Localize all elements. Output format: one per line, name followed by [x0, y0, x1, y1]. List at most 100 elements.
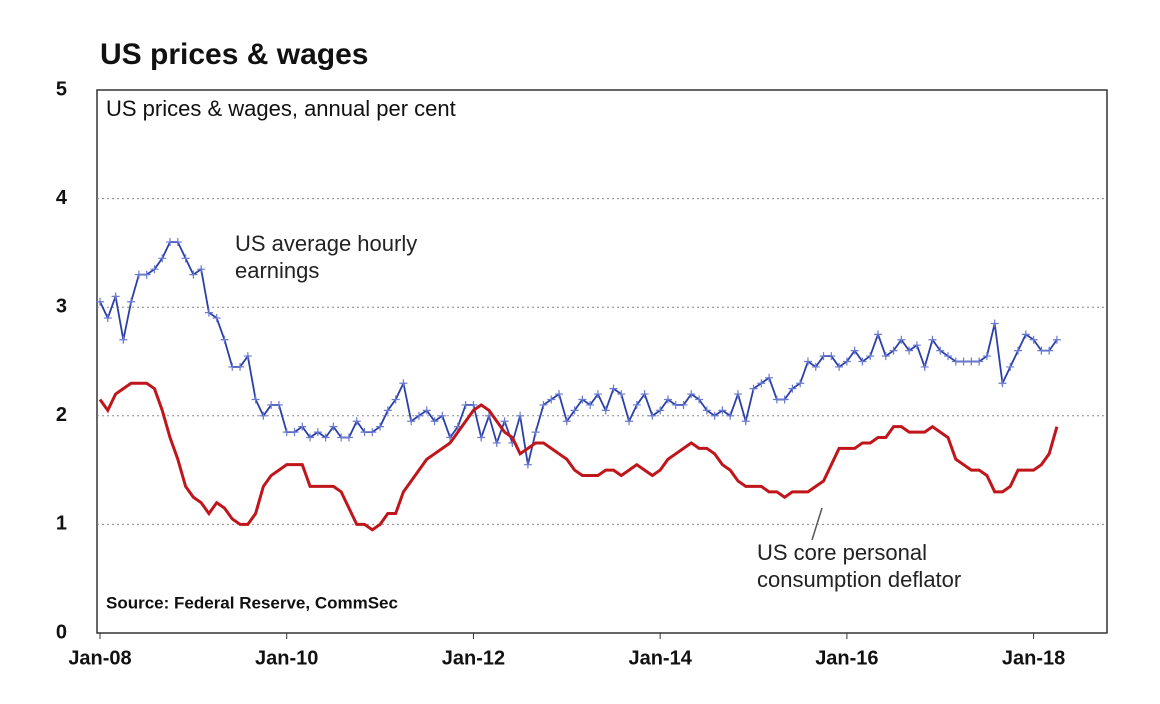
point-marker: [298, 422, 307, 431]
point-marker: [477, 433, 486, 442]
point-marker: [204, 308, 213, 317]
point-marker: [975, 357, 984, 366]
x-tick-label: Jan-10: [255, 647, 318, 669]
point-marker: [819, 352, 828, 361]
point-marker: [360, 428, 369, 437]
point-marker: [990, 319, 999, 328]
point-marker: [492, 438, 501, 447]
x-tick-label: Jan-08: [68, 647, 131, 669]
point-marker: [111, 292, 120, 301]
point-marker: [765, 373, 774, 382]
point-marker: [119, 335, 128, 344]
point-marker: [290, 428, 299, 437]
point-marker: [313, 428, 322, 437]
point-marker: [438, 411, 447, 420]
point-marker: [142, 270, 151, 279]
point-marker: [858, 357, 867, 366]
point-marker: [337, 433, 346, 442]
point-marker: [166, 238, 175, 247]
point-marker: [617, 390, 626, 399]
x-tick-label: Jan-18: [1002, 647, 1065, 669]
point-marker: [103, 314, 112, 323]
point-marker: [352, 417, 361, 426]
y-tick-label: 5: [56, 78, 67, 100]
point-marker: [158, 254, 167, 263]
point-marker: [881, 352, 890, 361]
point-marker: [282, 428, 291, 437]
chart-title: US prices & wages: [100, 38, 368, 71]
point-marker: [710, 411, 719, 420]
point-marker: [702, 406, 711, 415]
point-marker: [959, 357, 968, 366]
point-marker: [928, 335, 937, 344]
point-marker: [874, 330, 882, 339]
point-marker: [967, 357, 976, 366]
point-marker: [383, 406, 392, 415]
point-marker: [733, 390, 742, 399]
point-marker: [391, 395, 400, 404]
point-marker: [539, 400, 548, 409]
point-marker: [609, 384, 618, 393]
point-marker: [399, 379, 408, 388]
point-marker: [593, 390, 602, 399]
point-marker: [329, 422, 338, 431]
series-line: [98, 381, 1059, 532]
point-marker: [586, 400, 595, 409]
point-marker: [259, 411, 268, 420]
point-marker: [718, 406, 727, 415]
point-marker: [212, 314, 221, 323]
point-marker: [741, 417, 750, 426]
point-marker: [749, 384, 758, 393]
point-marker: [889, 346, 898, 355]
point-marker: [1014, 346, 1023, 355]
x-tick-label: Jan-16: [815, 647, 878, 669]
point-marker: [531, 428, 540, 437]
point-marker: [1006, 362, 1015, 371]
point-marker: [562, 417, 571, 426]
point-marker: [648, 411, 657, 420]
point-marker: [578, 395, 587, 404]
point-marker: [469, 400, 478, 409]
x-tick-label: Jan-14: [628, 647, 692, 669]
point-marker: [772, 395, 781, 404]
point-marker: [197, 265, 206, 274]
point-marker: [757, 379, 766, 388]
point-marker: [835, 362, 844, 371]
point-marker: [376, 422, 385, 431]
point-marker: [866, 352, 875, 361]
point-marker: [1021, 330, 1030, 339]
point-marker: [1045, 346, 1054, 355]
point-marker: [897, 335, 906, 344]
series-label: US core personal consumption deflator: [757, 540, 962, 592]
point-marker: [461, 400, 470, 409]
point-marker: [243, 352, 252, 361]
point-marker: [228, 362, 237, 371]
point-marker: [368, 428, 377, 437]
x-tick-label: Jan-12: [442, 647, 505, 669]
point-marker: [656, 406, 665, 415]
point-marker: [640, 390, 649, 399]
point-marker: [663, 395, 672, 404]
point-marker: [625, 417, 634, 426]
point-marker: [601, 406, 610, 415]
point-marker: [920, 362, 929, 371]
point-marker: [570, 406, 579, 415]
point-marker: [726, 411, 735, 420]
point-marker: [547, 395, 556, 404]
y-tick-label: 1: [56, 513, 67, 535]
point-marker: [500, 417, 509, 426]
point-marker: [982, 352, 991, 361]
point-marker: [780, 395, 789, 404]
point-marker: [827, 352, 836, 361]
point-marker: [679, 400, 688, 409]
point-marker: [632, 400, 641, 409]
y-tick-label: 2: [56, 404, 67, 426]
point-marker: [150, 265, 159, 274]
point-marker: [134, 270, 143, 279]
point-marker: [181, 254, 190, 263]
point-marker: [1052, 335, 1061, 344]
point-marker: [173, 238, 182, 247]
point-marker: [850, 346, 859, 355]
point-marker: [788, 384, 797, 393]
